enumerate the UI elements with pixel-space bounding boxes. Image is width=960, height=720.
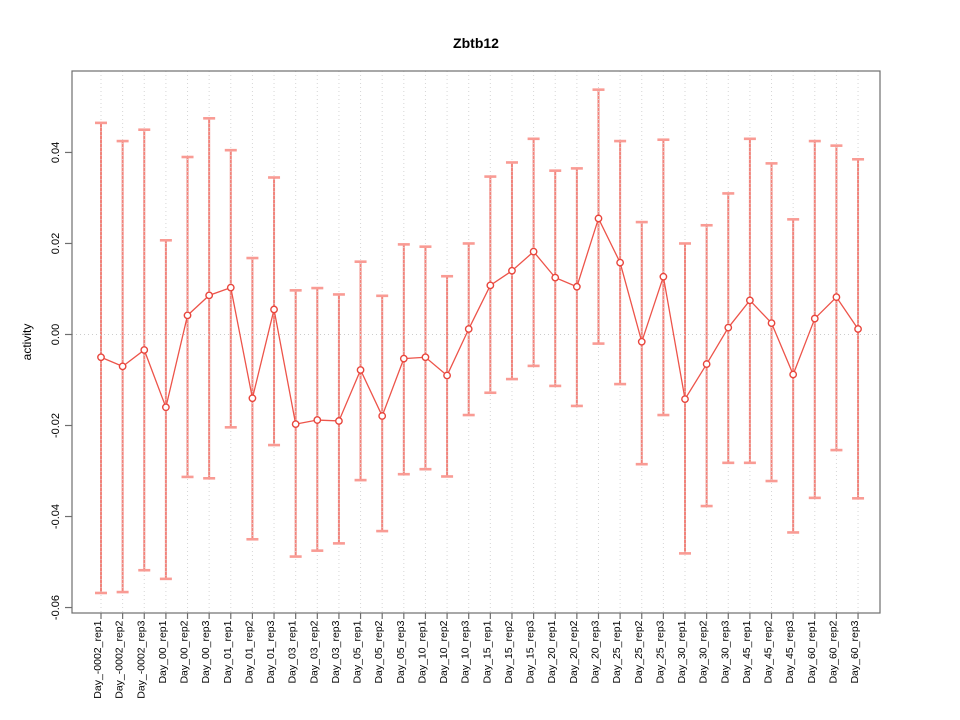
data-point [659, 272, 668, 281]
x-tick-label: Day_60_rep2 [827, 620, 839, 683]
x-tick-label: Day_15_rep1 [481, 620, 493, 683]
data-point [443, 371, 451, 380]
data-point [551, 273, 560, 282]
x-tick-label: Day_-0002_rep2 [114, 620, 126, 698]
x-tick-label: Day_10_rep2 [438, 620, 450, 683]
data-point [637, 337, 646, 346]
x-tick-label: Day_03_rep3 [330, 620, 342, 683]
data-point [248, 394, 257, 403]
x-tick-label: Day_20_rep1 [546, 620, 558, 683]
error-bars-layer [100, 89, 860, 593]
x-tick-label: Day_45_rep2 [763, 620, 775, 683]
x-tick-label: Day_20_rep2 [568, 620, 580, 683]
x-tick-label: Day_25_rep3 [654, 620, 666, 683]
data-point [832, 293, 841, 302]
data-point [335, 417, 343, 425]
data-point [681, 395, 689, 404]
x-tick-label: Day_10_rep1 [416, 620, 428, 683]
x-tick-label: Day_03_rep2 [308, 620, 320, 683]
y-tick-label: 0.02 [50, 233, 62, 254]
chart-title: Zbtb12 [453, 35, 499, 51]
data-point [702, 360, 711, 368]
series-line [100, 216, 859, 425]
data-point [746, 296, 754, 305]
data-point [118, 362, 127, 371]
x-tick-label: Day_00_rep1 [157, 620, 169, 683]
x-tick-label: Day_45_rep1 [741, 620, 753, 683]
x-tick-label: Day_15_rep2 [503, 620, 515, 683]
data-point [97, 353, 105, 362]
x-tick-label: Day_25_rep1 [611, 620, 623, 683]
x-tick-label: Day_01_rep1 [222, 620, 234, 683]
x-tick-label: Day_30_rep1 [676, 620, 688, 683]
x-tick-label: Day_00_rep3 [200, 620, 212, 683]
data-point [529, 247, 538, 256]
data-point [399, 354, 408, 363]
x-tick-label: Day_05_rep3 [395, 620, 407, 683]
x-tick-label: Day_45_rep3 [784, 620, 796, 683]
data-series-layer [95, 88, 865, 595]
data-point [205, 291, 214, 300]
x-tick-label: Day_00_rep2 [179, 620, 191, 683]
x-tick-label: Day_03_rep1 [287, 620, 299, 683]
data-point [594, 214, 603, 223]
data-point [508, 266, 516, 275]
y-tick-label: 0.04 [50, 142, 62, 163]
x-tick-label: Day_25_rep2 [633, 620, 645, 683]
data-point [291, 420, 300, 429]
x-tick-label: Day_30_rep3 [719, 620, 731, 683]
y-tick-label: -0.06 [50, 595, 62, 620]
x-tick-label: Day_60_rep3 [849, 620, 861, 683]
data-point [140, 346, 149, 354]
data-point [616, 258, 625, 267]
data-point [183, 311, 192, 320]
y-axis-label: activity [20, 324, 34, 361]
x-tick-label: Day_-0002_rep1 [92, 620, 104, 698]
y-tick-label: -0.02 [50, 413, 62, 438]
x-tick-label: Day_10_rep3 [460, 620, 472, 683]
x-tick-label: Day_30_rep2 [698, 620, 710, 683]
data-point [313, 416, 322, 424]
x-tick-label: Day_60_rep1 [806, 620, 818, 683]
x-tick-label: Day_15_rep3 [525, 620, 537, 683]
data-point [810, 314, 819, 323]
x-tick-label: Day_05_rep1 [352, 620, 364, 683]
data-point [270, 305, 278, 314]
data-point [767, 319, 776, 328]
x-tick-label: Day_20_rep3 [589, 620, 601, 683]
data-point [789, 370, 798, 379]
data-point [724, 323, 733, 332]
data-point [356, 366, 365, 374]
data-point [161, 403, 170, 412]
data-point [572, 282, 581, 291]
data-point [486, 281, 495, 290]
x-tick-label: Day_01_rep3 [265, 620, 277, 683]
data-point [854, 325, 862, 333]
data-point [464, 325, 473, 333]
x-tick-label: Day_01_rep2 [243, 620, 255, 683]
data-point [421, 353, 430, 362]
y-tick-label: 0.00 [50, 324, 62, 345]
y-tick-label: -0.04 [50, 504, 62, 529]
x-tick-label: Day_05_rep2 [373, 620, 385, 683]
plot-border [71, 70, 881, 614]
axes-layer: 0.04 0.02 0.00 -0.02 -0.04 -0.06 Day_-0002_rep… [50, 70, 881, 699]
gridlines-layer [72, 71, 880, 613]
x-tick-label: Day_-0002_rep3 [135, 620, 147, 698]
data-point [378, 412, 387, 420]
data-point [226, 283, 235, 292]
